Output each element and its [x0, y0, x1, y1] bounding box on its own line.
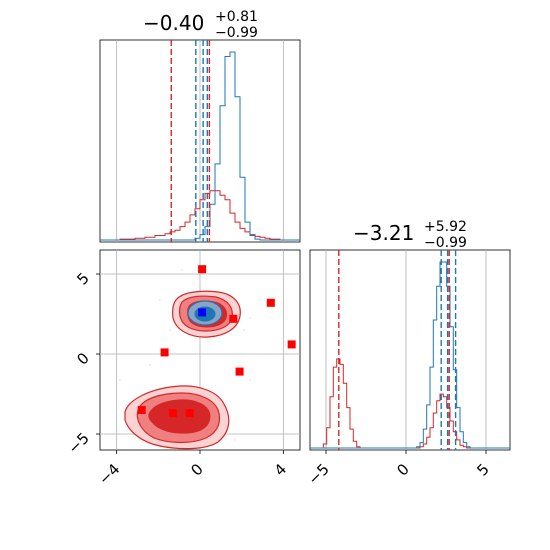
- panel-frame: [309, 249, 511, 451]
- histogram-content: [100, 40, 300, 242]
- x-tick-label: 0: [187, 460, 206, 479]
- upper-mode-contours: [172, 290, 241, 338]
- scatter-marker-red: [168, 409, 177, 418]
- scatter-marker-red: [137, 406, 146, 414]
- scatter-cloud: [119, 269, 261, 441]
- scatter-marker-red: [287, 340, 296, 349]
- marginal-panel-param1: −0.40 +0.81 −0.99: [99, 9, 301, 243]
- scatter-marker-red: [229, 314, 238, 323]
- joint-content: [119, 265, 296, 450]
- param2-x-ticks: −5 0 5: [304, 450, 493, 488]
- scatter-marker-red: [266, 298, 275, 307]
- x-tick-label: −5: [304, 460, 332, 488]
- x-tick-label: 0: [393, 460, 412, 479]
- marginal-panel-param2: −5 0 5 −3.21 +5.92 −0.99: [304, 219, 511, 488]
- x-tick-label: 5: [473, 460, 492, 479]
- histogram-content: [310, 250, 510, 450]
- scatter-marker-red: [235, 367, 244, 376]
- param1-title-value: −0.40: [143, 11, 204, 35]
- scatter-marker-red: [160, 348, 169, 357]
- param1-title-minus: −0.99: [215, 25, 258, 41]
- y-tick-label: −5: [64, 429, 92, 457]
- lower-mode-contours: [124, 385, 230, 450]
- histogram-red-param1: [100, 190, 300, 241]
- scatter-marker-red: [198, 265, 207, 274]
- param1-title-plus: +0.81: [215, 9, 258, 25]
- histogram-blue-param1: [100, 51, 300, 241]
- y-tick-label: 0: [73, 349, 92, 368]
- histogram-blue-param2: [310, 261, 510, 449]
- joint-y-ticks: −5 0 5: [64, 269, 100, 457]
- param2-title-plus: +5.92: [424, 219, 467, 235]
- marker-layer: [137, 265, 296, 418]
- contour-inner-lower: [148, 399, 211, 434]
- x-tick-label: 4: [271, 460, 290, 479]
- joint-x-ticks: −4 0 4: [95, 450, 290, 488]
- param2-title-minus: −0.99: [424, 235, 467, 251]
- param2-title-value: −3.21: [353, 221, 414, 245]
- scatter-marker-red: [185, 409, 194, 418]
- grid-lines: [325, 250, 487, 450]
- scatter-marker-blue: [198, 308, 207, 317]
- joint-panel: −4 0 4 −5 0 5: [64, 249, 301, 488]
- y-tick-label: 5: [73, 269, 92, 288]
- x-tick-label: −4: [95, 460, 123, 488]
